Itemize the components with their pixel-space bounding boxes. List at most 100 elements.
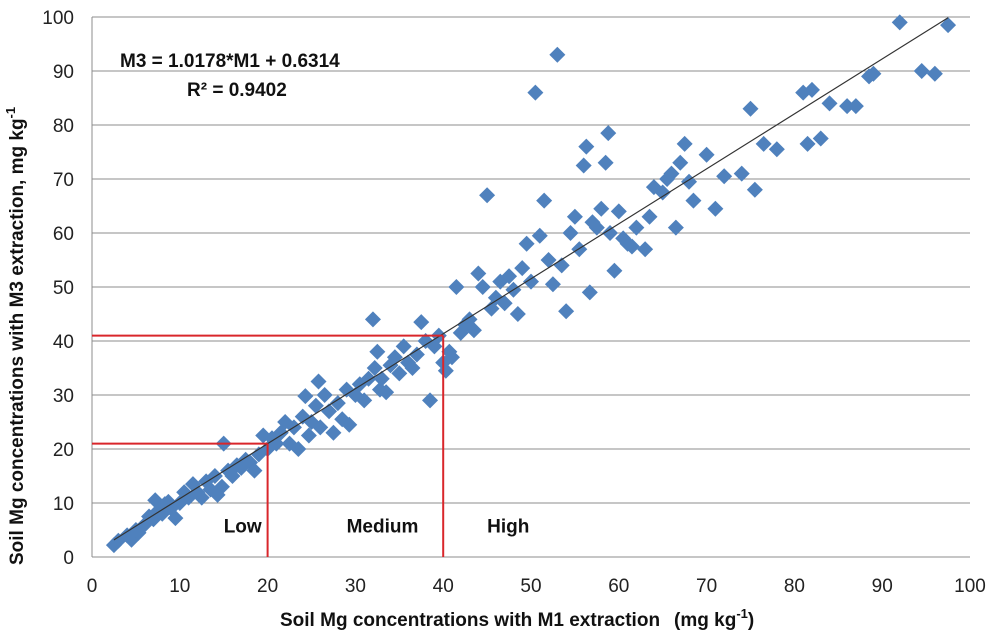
data-point-33: [242, 454, 259, 471]
data-point-106: [540, 252, 557, 268]
data-point-75: [408, 346, 425, 363]
data-point-91: [474, 279, 491, 295]
data-point-58: [341, 416, 358, 433]
zone-labels: Low Medium High: [224, 517, 530, 538]
data-point-108: [549, 46, 566, 63]
data-point-149: [799, 135, 816, 152]
data-point-65: [369, 343, 386, 360]
x-tick-90: 90: [872, 576, 893, 597]
r-squared-label: R² = 0.9402: [187, 80, 287, 101]
data-point-153: [839, 98, 856, 115]
data-point-120: [597, 154, 614, 171]
y-tick-50: 50: [53, 278, 74, 299]
data-point-147: [768, 141, 785, 158]
x-axis-units-close: ): [748, 610, 754, 631]
data-point-121: [600, 125, 617, 142]
data-point-158: [913, 63, 930, 79]
y-axis-title: Soil Mg concentrations with M3 extractio…: [3, 107, 28, 565]
data-point-82: [437, 362, 454, 379]
data-point-116: [581, 284, 598, 301]
data-point-46: [297, 388, 314, 405]
data-point-78: [422, 392, 439, 409]
data-point-135: [667, 219, 684, 236]
x-tick-70: 70: [696, 576, 717, 597]
data-point-140: [698, 146, 715, 163]
data-point-159: [926, 65, 943, 82]
y-tick-20: 20: [53, 440, 74, 461]
data-point-141: [707, 200, 724, 217]
x-axis-title: Soil Mg concentrations with M1 extractio…: [280, 606, 754, 631]
data-point-85: [448, 279, 465, 295]
y-axis-title-sup: -1: [3, 107, 18, 119]
y-tick-labels: 0 10 20 30 40 50 60 70 80 90 100: [42, 8, 74, 569]
y-tick-90: 90: [53, 62, 74, 83]
y-tick-70: 70: [53, 170, 74, 191]
data-point-123: [606, 262, 623, 279]
data-point-111: [562, 225, 579, 241]
x-tick-30: 30: [345, 576, 366, 597]
y-tick-80: 80: [53, 116, 74, 137]
data-point-144: [742, 100, 759, 117]
x-tick-40: 40: [433, 576, 454, 597]
data-point-142: [716, 168, 733, 185]
data-point-72: [395, 338, 412, 355]
trendline-equation: M3 = 1.0178*M1 + 0.6314: [120, 51, 340, 72]
y-tick-40: 40: [53, 332, 74, 353]
y-tick-10: 10: [53, 494, 74, 515]
data-point-130: [641, 208, 658, 225]
data-point-143: [733, 165, 750, 182]
x-axis-units-sup: -1: [736, 606, 748, 621]
x-axis-title-text: Soil Mg concentrations with M1 extractio…: [280, 610, 660, 631]
data-point-152: [821, 95, 838, 112]
y-tick-0: 0: [63, 548, 74, 569]
data-point-44: [290, 441, 307, 457]
data-point-89: [465, 322, 482, 339]
data-point-55: [329, 395, 346, 412]
zone-label-low: Low: [224, 517, 262, 538]
trendline: [113, 17, 949, 541]
x-tick-50: 50: [520, 576, 541, 597]
data-points: [105, 14, 957, 554]
data-point-101: [518, 235, 535, 252]
x-axis-units: (mg kg: [674, 610, 736, 631]
data-point-157: [891, 14, 908, 31]
data-point-145: [746, 181, 763, 198]
data-point-15: [167, 510, 184, 527]
data-point-119: [593, 200, 610, 217]
data-point-49: [307, 397, 324, 414]
x-tick-100: 100: [954, 576, 986, 597]
y-tick-60: 60: [53, 224, 74, 245]
data-point-26: [213, 478, 230, 495]
data-point-61: [356, 392, 373, 409]
threshold-lines: [92, 334, 445, 557]
data-point-127: [623, 238, 640, 255]
data-point-21: [193, 489, 210, 506]
data-point-76: [413, 314, 430, 331]
data-point-110: [558, 303, 575, 320]
data-point-100: [514, 260, 531, 277]
data-point-160: [940, 17, 957, 34]
data-point-136: [672, 154, 689, 171]
data-point-51: [312, 419, 329, 436]
data-point-64: [366, 360, 383, 376]
data-point-154: [847, 98, 864, 115]
data-point-96: [496, 295, 513, 312]
data-point-71: [391, 365, 408, 382]
data-point-103: [527, 84, 544, 101]
data-point-102: [523, 273, 539, 290]
data-point-63: [364, 311, 381, 328]
data-point-114: [575, 157, 592, 174]
data-point-137: [676, 135, 693, 152]
zone-label-medium: Medium: [347, 517, 419, 538]
data-point-151: [812, 130, 829, 147]
y-tick-100: 100: [42, 8, 74, 29]
data-point-146: [755, 135, 772, 152]
data-point-118: [588, 219, 605, 236]
data-point-68: [378, 384, 395, 401]
data-point-54: [325, 424, 342, 441]
data-point-150: [803, 81, 820, 98]
trendline-line: [113, 17, 949, 541]
data-point-124: [610, 203, 627, 220]
data-point-52: [316, 387, 333, 403]
